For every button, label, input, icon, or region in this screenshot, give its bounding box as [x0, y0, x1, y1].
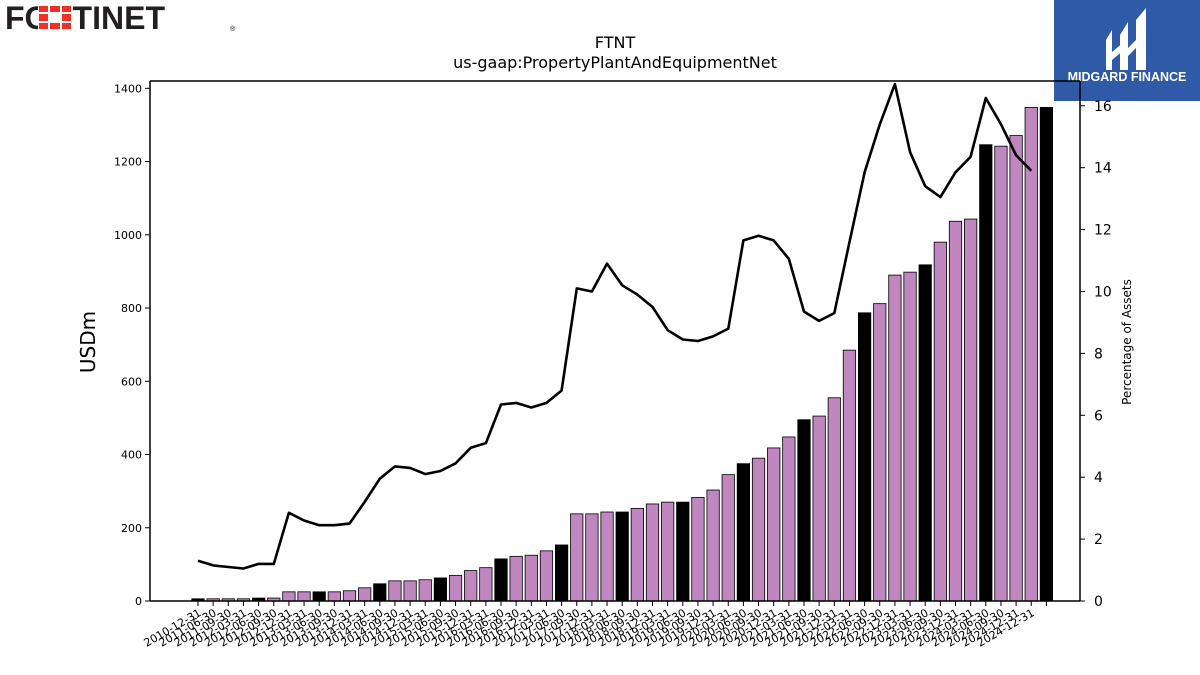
bar — [464, 570, 478, 602]
percentage-line — [197, 82, 1033, 570]
bar — [994, 145, 1008, 602]
y-axis-ticks: 0 200 400 600 800 1000 1200 1400 — [114, 82, 150, 608]
bar — [676, 501, 690, 602]
bar — [767, 447, 781, 602]
bar — [479, 567, 493, 602]
bar — [570, 513, 584, 602]
bar — [373, 583, 387, 602]
bar — [888, 274, 902, 602]
bar — [448, 574, 463, 602]
bar — [979, 144, 993, 602]
bar — [706, 489, 720, 602]
bar — [327, 591, 341, 602]
bar — [858, 312, 872, 602]
bar — [948, 220, 963, 602]
bar — [827, 397, 841, 602]
y-axis-label: USDm — [76, 311, 100, 373]
bar — [539, 550, 554, 602]
y2-tick-label: 14 — [1094, 161, 1112, 177]
midgard-logo-text: MIDGARD FINANCE — [1068, 70, 1187, 84]
bar — [691, 496, 705, 602]
y-tick-label: 200 — [121, 522, 142, 535]
y2-tick-label: 10 — [1094, 284, 1112, 300]
bar — [494, 558, 508, 602]
y2-tick-label: 4 — [1094, 470, 1103, 486]
bar — [933, 241, 947, 602]
chart-title: FTNT — [595, 33, 636, 52]
bar — [282, 591, 296, 602]
chart-subtitle: us-gaap:PropertyPlantAndEquipmentNet — [453, 53, 777, 72]
bar — [918, 264, 932, 602]
line-series — [197, 82, 1033, 570]
midgard-finance-logo: MIDGARD FINANCE — [1054, 0, 1200, 101]
bar — [403, 580, 417, 602]
bar — [358, 587, 372, 602]
fortinet-logo: FORTINET ® — [5, 0, 237, 37]
bar — [903, 271, 917, 602]
bar — [418, 579, 432, 602]
y-tick-label: 0 — [135, 595, 142, 608]
bar — [524, 554, 538, 602]
y2-tick-label: 0 — [1094, 594, 1103, 610]
bar — [585, 513, 599, 602]
bar — [964, 218, 978, 602]
bar — [433, 577, 448, 602]
y-tick-label: 600 — [121, 375, 142, 388]
bar — [721, 474, 735, 602]
bar — [1039, 106, 1053, 602]
bar — [873, 303, 887, 602]
y2-tick-label: 2 — [1094, 532, 1103, 548]
bar — [782, 436, 796, 602]
bar — [645, 503, 660, 602]
fortinet-logo-text: FORTINET — [5, 3, 165, 33]
bar — [312, 591, 326, 602]
bar — [509, 555, 523, 602]
bar — [555, 544, 569, 602]
bar — [661, 501, 675, 602]
bar — [751, 457, 766, 602]
bar — [615, 511, 629, 602]
y-tick-label: 400 — [121, 449, 142, 462]
bar — [630, 507, 644, 602]
y-tick-label: 800 — [121, 302, 142, 315]
fortinet-logo-registered: ® — [230, 25, 236, 33]
y2-axis-label: Percentage of Assets — [1120, 279, 1134, 405]
bar — [1024, 106, 1038, 602]
fortinet-logo-o-icon — [38, 5, 72, 30]
bar — [1009, 135, 1023, 602]
bar — [342, 590, 357, 602]
y-tick-label: 1200 — [114, 156, 142, 169]
y2-tick-label: 16 — [1094, 99, 1112, 115]
bar — [812, 415, 826, 602]
x-axis-ticks: 2010-12-312011-06-302011-09-302012-03-31… — [142, 601, 1047, 650]
bar — [388, 580, 402, 602]
y-tick-label: 1400 — [114, 82, 142, 95]
y-tick-label: 1000 — [114, 229, 142, 242]
y2-axis-ticks: 0 2 4 6 8 10 12 14 16 — [1080, 99, 1112, 610]
bar — [842, 349, 857, 602]
bar — [736, 463, 751, 602]
bar — [797, 419, 811, 602]
midgard-finance-logo-mark: MIDGARD FINANCE — [1068, 8, 1187, 84]
y2-tick-label: 8 — [1094, 346, 1103, 362]
y2-tick-label: 6 — [1094, 408, 1103, 424]
bar — [297, 591, 311, 602]
midgard-m-icon — [1106, 8, 1146, 70]
y2-tick-label: 12 — [1094, 223, 1112, 239]
fortinet-logo-mark: FORTINET ® — [5, 0, 236, 36]
bar — [600, 511, 614, 602]
